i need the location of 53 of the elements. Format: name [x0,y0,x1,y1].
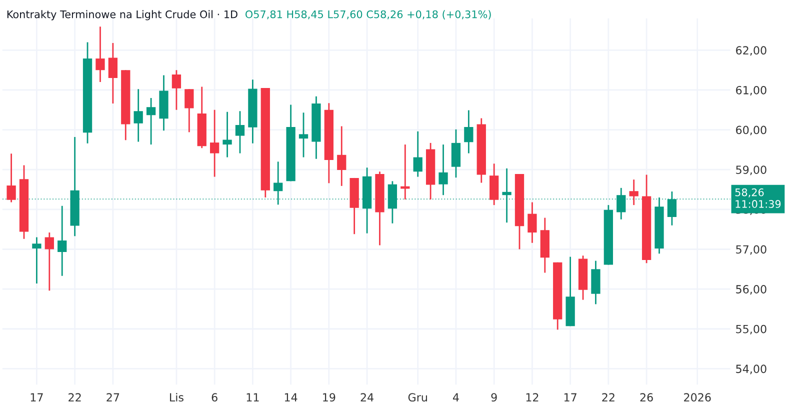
candlestick [6,152,16,203]
candlestick [337,126,346,187]
candlestick [146,97,156,146]
candlestick [32,236,42,284]
candlestick [58,205,67,277]
x-tick-label: 12 [526,393,538,402]
candlestick [413,130,422,178]
y-tick-label: 55,00 [736,324,766,334]
x-tick-label: 2026 [684,393,711,402]
x-tick-label: 27 [106,393,120,402]
candlestick [438,144,448,196]
candlestick [464,110,474,154]
candlestick [502,168,512,224]
x-tick-label: 11 [246,393,259,402]
candlestick [235,110,245,154]
x-tick-label: 14 [284,393,298,402]
chart-subtitle: O57,81 H58,45 L57,60 C58,26 +0,18 (+0,31%) [246,10,491,20]
ref-line-label: 58,26 11:01:39 [735,188,781,208]
candlestick [528,202,537,244]
x-tick-label: 22 [68,393,81,402]
candlestick [298,112,308,158]
y-tick-label: 62,00 [736,46,766,56]
y-tick-label: 57,00 [736,245,766,255]
candlestick [667,190,677,226]
chart-title: Kontrakty Terminowe na Light Crude Oil · 1D [7,10,238,20]
x-tick-label: 4 [452,393,459,402]
candlestick [172,69,182,111]
x-tick-label: 17 [30,393,43,402]
candlestick [108,42,118,104]
x-tick-label: Lis [170,392,184,402]
candlestick [616,187,626,220]
y-tick-label: 59,00 [736,166,766,176]
candlestick [44,232,54,292]
candlestick [134,88,143,142]
y-tick-label: 56,00 [736,285,766,295]
y-tick-label: 61,00 [736,86,766,96]
candlestick [451,128,461,178]
x-tick-label: 9 [491,393,497,402]
candlestick [210,109,220,178]
candlestick [629,178,638,206]
candlestick [184,88,194,133]
candlestick [222,111,232,158]
x-tick-label: 24 [360,393,374,402]
x-tick-label: 19 [323,393,336,402]
x-tick-label: 6 [212,393,218,402]
candlestick [274,160,283,206]
x-tick-label: Gru [408,393,427,402]
y-tick-label: 60,00 [736,126,766,136]
x-tick-label: 22 [602,393,614,402]
x-tick-label: 26 [640,393,653,402]
candlestick [96,26,105,83]
y-tick-label: 54,00 [736,364,766,374]
x-tick-label: 17 [564,393,576,402]
